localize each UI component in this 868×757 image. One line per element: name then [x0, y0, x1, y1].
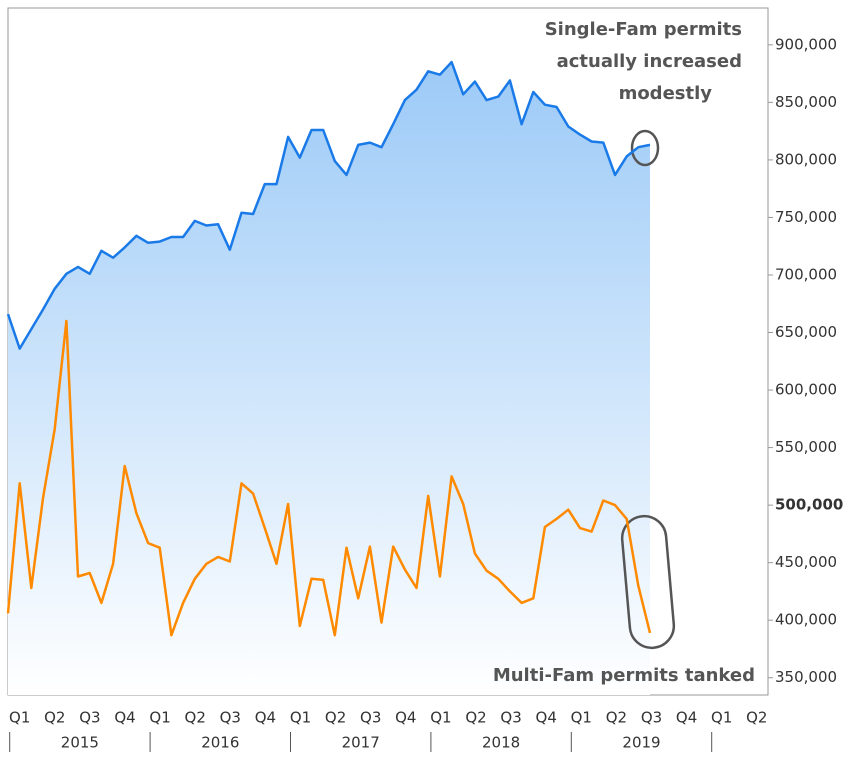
y-tick-label: 650,000 [775, 323, 837, 341]
x-tick-label: Q2 [325, 709, 346, 727]
area [8, 62, 650, 696]
year-label: 2018 [482, 734, 520, 752]
x-tick-label: Q3 [641, 709, 662, 727]
x-tick-label: Q1 [9, 709, 30, 727]
x-tick-label: Q1 [149, 709, 170, 727]
x-tick-label: Q4 [676, 709, 697, 727]
x-tick-label: Q2 [185, 709, 206, 727]
annotation: modestly [619, 83, 713, 104]
x-tick-label: Q3 [220, 709, 241, 727]
annotation: Single-Fam permits [545, 19, 742, 40]
y-tick-label: 550,000 [775, 438, 837, 456]
x-tick-label: Q1 [711, 709, 732, 727]
y-tick-label: 500,000 [775, 496, 843, 514]
x-tick-label: Q1 [430, 709, 451, 727]
y-tick-label: 750,000 [775, 208, 837, 226]
x-tick-label: Q2 [746, 709, 767, 727]
y-tick-label: 600,000 [775, 381, 837, 399]
x-tick-label: Q4 [114, 709, 135, 727]
y-tick-label: 350,000 [775, 668, 837, 686]
x-tick-label: Q3 [500, 709, 521, 727]
annotation: actually increased [557, 51, 742, 72]
highlight-ellipse [630, 129, 660, 167]
year-label: 2016 [201, 734, 239, 752]
y-tick-label: 850,000 [775, 93, 837, 111]
year-label: 2019 [622, 734, 660, 752]
annotation: Multi-Fam permits tanked [493, 665, 755, 686]
x-tick-label: Q1 [290, 709, 311, 727]
x-tick-label: Q2 [606, 709, 627, 727]
x-tick-label: Q4 [536, 709, 557, 727]
x-tick-label: Q1 [571, 709, 592, 727]
series-line [6, 319, 652, 637]
y-tick-label: 700,000 [775, 265, 837, 283]
x-tick-label: Q4 [255, 709, 276, 727]
year-label: 2017 [342, 734, 380, 752]
year-label: 2015 [61, 734, 99, 752]
series-line [6, 60, 651, 350]
x-tick-label: Q2 [44, 709, 65, 727]
x-tick-label: Q3 [360, 709, 381, 727]
x-tick-label: Q3 [79, 709, 100, 727]
highlight-ellipse [620, 514, 676, 650]
x-tick-label: Q2 [465, 709, 486, 727]
y-tick-label: 800,000 [775, 150, 837, 168]
x-tick-label: Q4 [395, 709, 416, 727]
y-tick-label: 450,000 [775, 553, 837, 571]
y-tick-label: 400,000 [775, 611, 837, 629]
y-tick-label: 900,000 [775, 35, 837, 53]
